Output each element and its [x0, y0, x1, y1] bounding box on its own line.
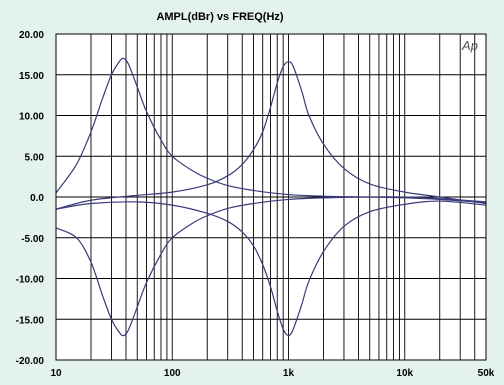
y-tick-label: -20.00 [16, 356, 45, 367]
plot-border [55, 33, 487, 361]
y-tick-label: 10.00 [19, 112, 44, 123]
x-tick-label: 10k [396, 368, 413, 379]
y-tick-label: 15.00 [19, 71, 44, 82]
y-tick-label: 5.00 [25, 152, 45, 163]
y-tick-label: -15.00 [16, 315, 45, 326]
y-tick-label: 0.0 [30, 193, 44, 204]
y-tick-label: -10.00 [16, 275, 45, 286]
chart-title: AMPL(dBr) vs FREQ(Hz) [156, 11, 283, 23]
series-line [55, 57, 487, 204]
response-curves [55, 57, 487, 337]
x-tick-label: 100 [164, 368, 181, 379]
x-tick-label: 1k [283, 368, 295, 379]
x-axis-tick-labels: 10 100 1k 10k 50k [50, 368, 494, 379]
series-line [55, 200, 487, 337]
x-tick-label: 10 [50, 368, 62, 379]
series-line [55, 61, 487, 210]
x-tick-label: 50k [478, 368, 495, 379]
y-tick-label: 20.00 [19, 30, 44, 41]
ap-logo: Ap [461, 38, 478, 53]
y-axis-tick-labels: 20.00 15.00 10.00 5.00 0.0 -5.00 -10.00 -15.00 -… [16, 30, 45, 367]
series-line [55, 196, 487, 337]
y-tick-label: -5.00 [21, 234, 44, 245]
